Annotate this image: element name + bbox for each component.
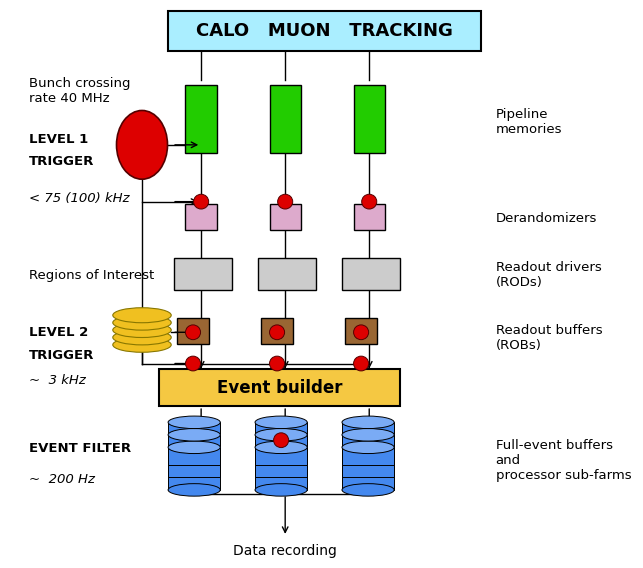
FancyBboxPatch shape (342, 258, 400, 290)
FancyBboxPatch shape (255, 435, 307, 477)
FancyBboxPatch shape (168, 423, 221, 465)
Text: Full-event buffers
and
processor sub-farms: Full-event buffers and processor sub-far… (496, 438, 631, 482)
Ellipse shape (255, 416, 307, 428)
Ellipse shape (342, 429, 394, 441)
FancyBboxPatch shape (342, 435, 394, 477)
Ellipse shape (113, 330, 171, 345)
Text: Regions of Interest: Regions of Interest (29, 269, 154, 282)
Ellipse shape (113, 323, 171, 337)
Circle shape (354, 325, 368, 340)
Text: CALO   MUON   TRACKING: CALO MUON TRACKING (196, 22, 453, 40)
Text: ~  3 kHz: ~ 3 kHz (29, 374, 86, 387)
Ellipse shape (342, 416, 394, 428)
Circle shape (354, 356, 368, 371)
Circle shape (185, 356, 201, 371)
FancyBboxPatch shape (159, 369, 400, 406)
FancyBboxPatch shape (168, 435, 221, 477)
Ellipse shape (255, 429, 307, 441)
Text: Readout buffers
(ROBs): Readout buffers (ROBs) (496, 324, 602, 352)
Text: LEVEL 2: LEVEL 2 (29, 326, 88, 339)
Text: LEVEL 1: LEVEL 1 (29, 133, 88, 145)
Text: Pipeline
memories: Pipeline memories (496, 108, 562, 136)
Ellipse shape (255, 484, 307, 496)
FancyBboxPatch shape (354, 85, 385, 153)
Circle shape (273, 433, 289, 448)
FancyBboxPatch shape (255, 423, 307, 465)
Circle shape (269, 356, 285, 371)
Ellipse shape (116, 111, 168, 179)
FancyBboxPatch shape (342, 423, 394, 465)
FancyBboxPatch shape (185, 204, 217, 230)
Text: TRIGGER: TRIGGER (29, 156, 95, 168)
Circle shape (194, 194, 209, 209)
Ellipse shape (168, 441, 221, 453)
Text: TRIGGER: TRIGGER (29, 349, 95, 361)
FancyBboxPatch shape (354, 204, 385, 230)
FancyBboxPatch shape (174, 258, 232, 290)
Text: ~  200 Hz: ~ 200 Hz (29, 474, 95, 486)
Circle shape (278, 194, 293, 209)
FancyBboxPatch shape (269, 85, 302, 153)
Ellipse shape (168, 429, 221, 441)
Text: Event builder: Event builder (217, 379, 343, 396)
Ellipse shape (342, 484, 394, 496)
Text: Readout drivers
(RODs): Readout drivers (RODs) (496, 261, 601, 290)
Text: EVENT FILTER: EVENT FILTER (29, 442, 131, 455)
FancyBboxPatch shape (269, 204, 302, 230)
Ellipse shape (168, 416, 221, 428)
Text: Data recording: Data recording (233, 544, 337, 558)
FancyBboxPatch shape (168, 11, 481, 51)
Text: < 75 (100) kHz: < 75 (100) kHz (29, 193, 130, 205)
FancyBboxPatch shape (177, 318, 209, 344)
FancyBboxPatch shape (261, 318, 293, 344)
FancyBboxPatch shape (168, 448, 221, 490)
Text: Bunch crossing
rate 40 MHz: Bunch crossing rate 40 MHz (29, 77, 131, 105)
Text: Derandomizers: Derandomizers (496, 212, 597, 225)
Ellipse shape (255, 441, 307, 453)
Ellipse shape (113, 337, 171, 352)
FancyBboxPatch shape (258, 258, 316, 290)
Ellipse shape (113, 308, 171, 323)
Circle shape (362, 194, 377, 209)
Circle shape (185, 325, 201, 340)
FancyBboxPatch shape (255, 448, 307, 490)
FancyBboxPatch shape (342, 448, 394, 490)
FancyBboxPatch shape (185, 85, 217, 153)
Circle shape (269, 325, 285, 340)
Ellipse shape (342, 441, 394, 453)
Ellipse shape (113, 315, 171, 330)
Ellipse shape (168, 484, 221, 496)
FancyBboxPatch shape (345, 318, 377, 344)
